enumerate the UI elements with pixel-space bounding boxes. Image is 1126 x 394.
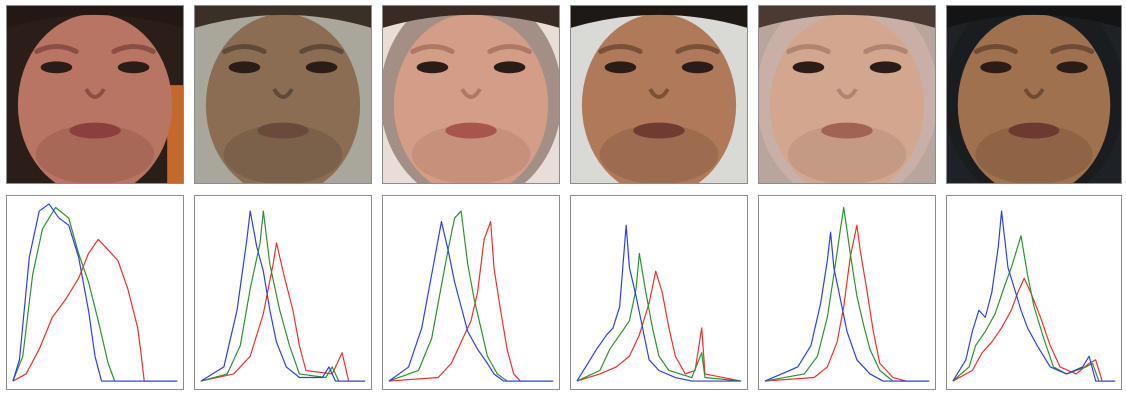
- nose: [1023, 88, 1045, 99]
- hair: [7, 6, 183, 28]
- histogram-plot-6: [946, 195, 1122, 390]
- mouth: [1008, 122, 1060, 139]
- left-eye: [792, 61, 825, 74]
- histogram-plot-5: [758, 195, 936, 390]
- rgb-histogram: [12, 203, 178, 382]
- histogram-plot-1: [6, 195, 184, 390]
- nose: [836, 88, 858, 99]
- left-eyebrow: [598, 44, 643, 54]
- blue-channel-line: [576, 224, 742, 382]
- hair: [759, 6, 935, 28]
- right-eyebrow: [675, 44, 720, 54]
- face-shadow: [35, 124, 155, 183]
- red-channel-line: [12, 238, 178, 382]
- left-eyebrow: [34, 44, 79, 54]
- left-eyebrow: [786, 44, 831, 54]
- rgb-histogram: [952, 210, 1116, 382]
- left-eye: [604, 61, 637, 74]
- blue-channel-line: [952, 210, 1116, 382]
- mouth: [633, 122, 685, 139]
- nose: [460, 88, 482, 99]
- left-eyebrow: [973, 44, 1018, 54]
- right-eyebrow: [863, 44, 908, 54]
- nose: [648, 88, 670, 99]
- hair: [195, 6, 371, 28]
- left-eye: [980, 61, 1012, 74]
- face-portrait: [195, 6, 371, 183]
- nose: [272, 88, 294, 99]
- face-image-1: [6, 5, 184, 184]
- right-eyebrow: [487, 44, 532, 54]
- left-eye: [40, 61, 73, 74]
- face-portrait: [383, 6, 559, 183]
- right-eye: [305, 61, 338, 74]
- histogram-plot-4: [570, 195, 748, 390]
- nose: [84, 88, 106, 99]
- right-eye: [869, 61, 902, 74]
- face-image-3: [382, 5, 560, 184]
- face-portrait: [759, 6, 935, 183]
- right-eye: [117, 61, 150, 74]
- face-portrait: [947, 6, 1121, 183]
- face-shadow: [223, 124, 343, 183]
- face-shadow: [599, 124, 719, 183]
- green-channel-line: [200, 210, 366, 382]
- hair: [383, 6, 559, 28]
- rgb-histogram: [764, 206, 930, 382]
- histogram-plot-2: [194, 195, 372, 390]
- rgb-histogram: [388, 210, 554, 382]
- blue-channel-line: [388, 221, 554, 382]
- red-channel-line: [952, 277, 1116, 382]
- blue-channel-line: [12, 203, 178, 382]
- red-channel-line: [764, 224, 930, 382]
- histogram-plot-3: [382, 195, 560, 390]
- left-eye: [228, 61, 261, 74]
- mouth: [69, 122, 121, 139]
- hair: [571, 6, 747, 28]
- green-channel-line: [952, 235, 1116, 382]
- blue-channel-line: [200, 210, 366, 382]
- face-shadow: [411, 124, 531, 183]
- right-eye: [493, 61, 526, 74]
- right-eyebrow: [111, 44, 156, 54]
- face-portrait: [571, 6, 747, 183]
- green-channel-line: [576, 252, 742, 382]
- red-channel-line: [388, 221, 554, 382]
- hair: [947, 6, 1121, 28]
- mouth: [821, 122, 873, 139]
- red-channel-line: [576, 270, 742, 382]
- face-portrait: [7, 6, 183, 183]
- rgb-histogram: [576, 224, 742, 382]
- red-channel-line: [200, 242, 366, 382]
- right-eye: [1056, 61, 1088, 74]
- green-channel-line: [388, 210, 554, 382]
- mouth: [445, 122, 497, 139]
- green-channel-line: [764, 206, 930, 382]
- face-image-4: [570, 5, 748, 184]
- face-shadow: [975, 124, 1093, 183]
- right-eye: [681, 61, 714, 74]
- left-eye: [416, 61, 449, 74]
- green-channel-line: [12, 206, 178, 382]
- mouth: [257, 122, 309, 139]
- left-eyebrow: [222, 44, 267, 54]
- right-eyebrow: [1050, 44, 1095, 54]
- right-eyebrow: [299, 44, 344, 54]
- face-image-6: [946, 5, 1122, 184]
- left-eyebrow: [410, 44, 455, 54]
- face-image-5: [758, 5, 936, 184]
- face-image-2: [194, 5, 372, 184]
- blue-channel-line: [764, 231, 930, 382]
- rgb-histogram: [200, 210, 366, 382]
- face-shadow: [787, 124, 907, 183]
